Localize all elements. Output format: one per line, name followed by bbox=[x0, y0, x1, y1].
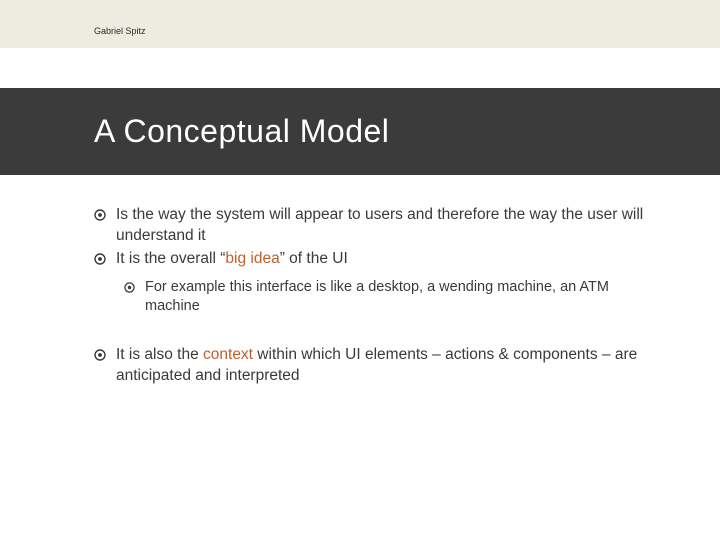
bullet-text: It is the overall “big idea” of the UI bbox=[116, 249, 654, 270]
bullet-item: It is the overall “big idea” of the UI bbox=[94, 249, 654, 270]
content-area: Is the way the system will appear to use… bbox=[94, 205, 654, 389]
author-name: Gabriel Spitz bbox=[94, 26, 146, 36]
text-run: ” of the UI bbox=[280, 250, 348, 267]
target-bullet-icon bbox=[94, 253, 106, 265]
title-band: A Conceptual Model bbox=[0, 88, 720, 175]
bullet-item: Is the way the system will appear to use… bbox=[94, 205, 654, 247]
slide-title: A Conceptual Model bbox=[94, 113, 389, 150]
accent-text: big idea bbox=[225, 250, 279, 267]
spacer bbox=[94, 327, 654, 345]
target-bullet-icon bbox=[94, 209, 106, 221]
sub-bullet-item: For example this interface is like a des… bbox=[124, 278, 654, 317]
bullet-text: For example this interface is like a des… bbox=[145, 278, 654, 317]
accent-text: context bbox=[203, 346, 253, 363]
slide: Gabriel Spitz A Conceptual Model Is the … bbox=[0, 0, 720, 540]
header-band bbox=[0, 0, 720, 48]
bullet-item: It is also the context within which UI e… bbox=[94, 345, 654, 387]
bullet-text: Is the way the system will appear to use… bbox=[116, 205, 654, 247]
target-bullet-icon bbox=[94, 349, 106, 361]
text-run: It is also the bbox=[116, 346, 203, 363]
bullet-text: It is also the context within which UI e… bbox=[116, 345, 654, 387]
text-run: It is the overall “ bbox=[116, 250, 225, 267]
target-bullet-icon bbox=[124, 282, 135, 293]
